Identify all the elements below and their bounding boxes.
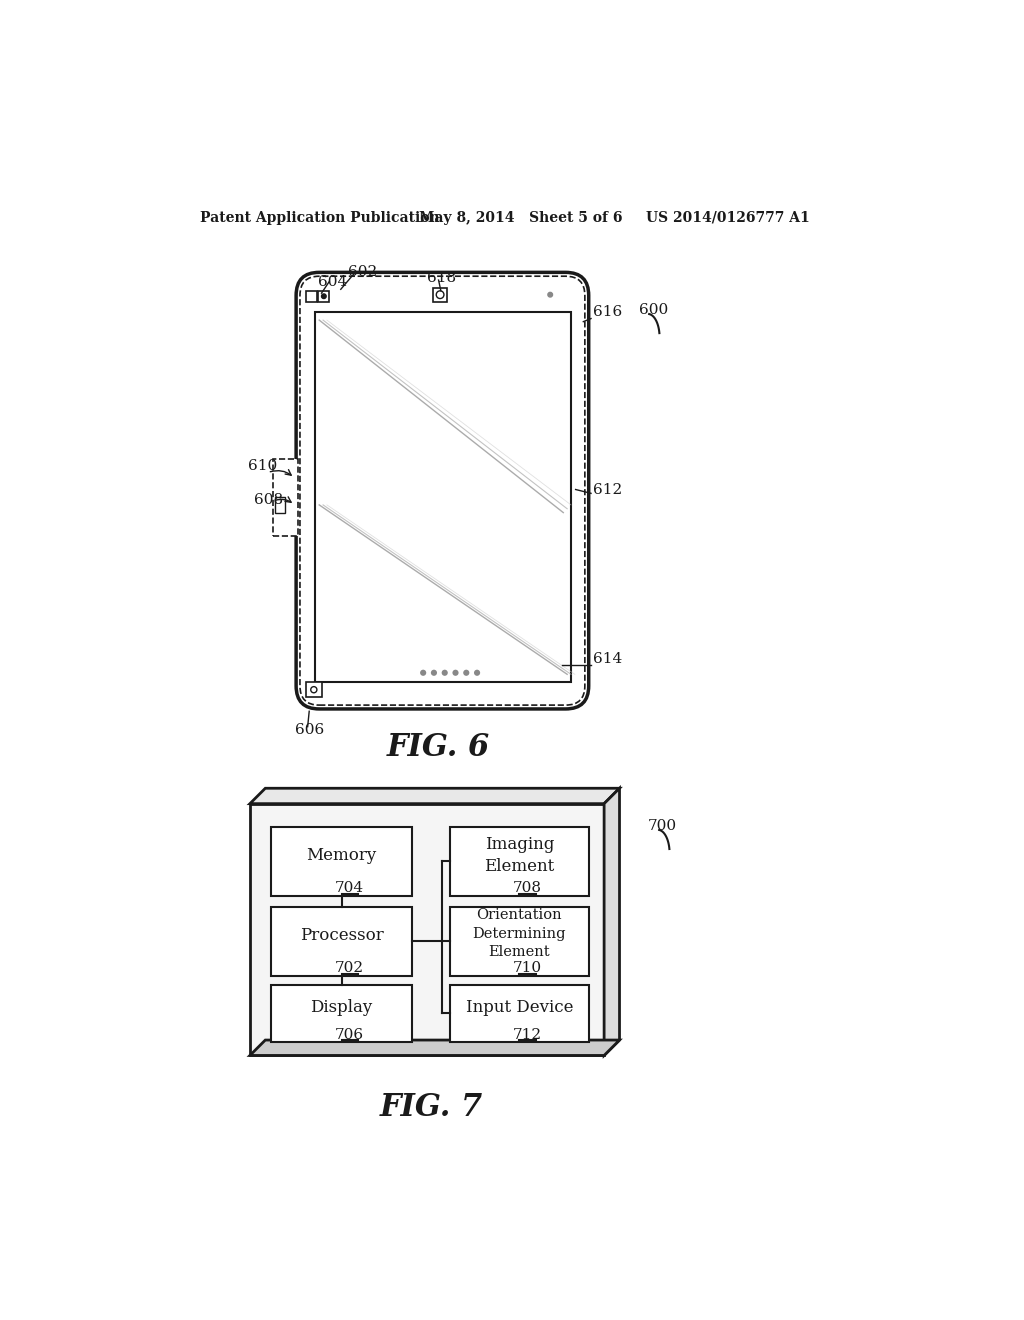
Bar bbox=[306, 682, 322, 697]
Circle shape bbox=[420, 669, 426, 676]
Text: 712: 712 bbox=[513, 1028, 542, 1041]
Bar bbox=[451, 907, 589, 977]
Text: FIG. 7: FIG. 7 bbox=[379, 1092, 482, 1122]
Text: 612: 612 bbox=[593, 483, 622, 496]
Bar bbox=[271, 985, 412, 1043]
Text: Orientation
Determining
Element: Orientation Determining Element bbox=[473, 908, 566, 960]
Text: 614: 614 bbox=[593, 652, 622, 665]
Text: 616: 616 bbox=[593, 305, 622, 319]
Circle shape bbox=[453, 669, 459, 676]
Text: 700: 700 bbox=[648, 818, 677, 833]
Text: 706: 706 bbox=[335, 1028, 364, 1041]
Text: 708: 708 bbox=[513, 882, 542, 895]
Circle shape bbox=[441, 669, 447, 676]
Text: 710: 710 bbox=[513, 961, 542, 975]
Text: Input Device: Input Device bbox=[466, 999, 573, 1016]
Text: Display: Display bbox=[310, 999, 373, 1016]
Text: May 8, 2014   Sheet 5 of 6: May 8, 2014 Sheet 5 of 6 bbox=[419, 211, 623, 224]
Bar bbox=[271, 826, 412, 896]
Bar bbox=[274, 498, 286, 512]
Bar bbox=[306, 290, 316, 302]
Circle shape bbox=[322, 294, 326, 298]
Bar bbox=[273, 459, 298, 536]
Text: Imaging
Element: Imaging Element bbox=[484, 836, 555, 875]
Text: 704: 704 bbox=[335, 882, 364, 895]
Text: 602: 602 bbox=[348, 265, 378, 280]
Circle shape bbox=[436, 290, 444, 298]
Bar bbox=[451, 985, 589, 1043]
Circle shape bbox=[431, 669, 437, 676]
Bar bbox=[250, 804, 604, 1056]
Text: Patent Application Publication: Patent Application Publication bbox=[200, 211, 439, 224]
Polygon shape bbox=[250, 1040, 620, 1056]
Bar bbox=[318, 290, 330, 302]
Text: Processor: Processor bbox=[300, 927, 383, 944]
Text: 606: 606 bbox=[295, 723, 324, 737]
Text: 618: 618 bbox=[427, 271, 456, 285]
Text: 604: 604 bbox=[317, 275, 347, 289]
Circle shape bbox=[474, 669, 480, 676]
Text: 600: 600 bbox=[639, 304, 668, 317]
Text: US 2014/0126777 A1: US 2014/0126777 A1 bbox=[646, 211, 810, 224]
Bar bbox=[451, 826, 589, 896]
Polygon shape bbox=[604, 788, 620, 1056]
Bar bbox=[271, 907, 412, 977]
Text: 608: 608 bbox=[254, 492, 283, 507]
FancyBboxPatch shape bbox=[296, 272, 589, 709]
Bar bbox=[433, 288, 447, 302]
Text: 702: 702 bbox=[335, 961, 364, 975]
Circle shape bbox=[548, 293, 553, 297]
Circle shape bbox=[310, 686, 316, 693]
Text: FIG. 6: FIG. 6 bbox=[387, 733, 490, 763]
Polygon shape bbox=[250, 788, 620, 804]
Text: Memory: Memory bbox=[306, 846, 377, 863]
Text: 610: 610 bbox=[248, 459, 276, 474]
Circle shape bbox=[463, 669, 469, 676]
Bar bbox=[315, 313, 571, 682]
